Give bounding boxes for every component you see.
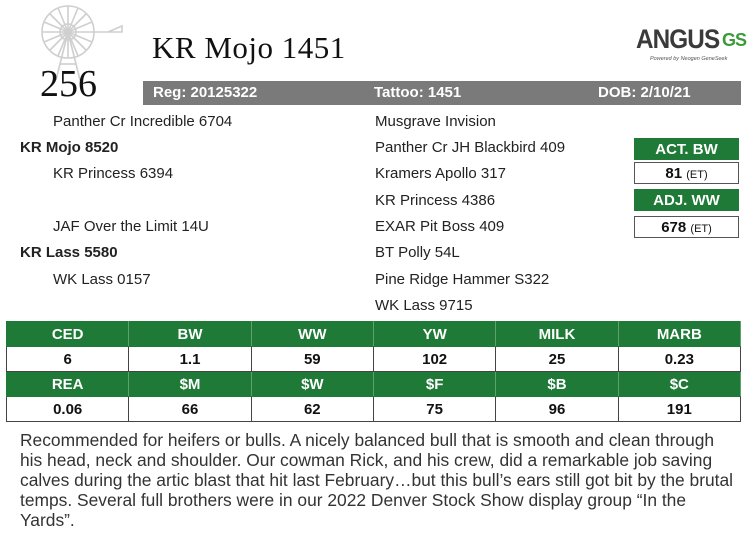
epd-header: CED bbox=[5, 321, 130, 347]
epd-header: $C bbox=[617, 371, 742, 397]
pedigree-ancestor: KR Princess 4386 bbox=[375, 192, 496, 209]
logo-brand: ANGUS bbox=[636, 24, 720, 54]
registration-bar: Reg: 20125322 Tattoo: 1451 DOB: 2/10/21 bbox=[143, 81, 741, 105]
pedigree-dam: KR Lass 5580 bbox=[20, 244, 118, 261]
epd-value: 0.06 bbox=[5, 396, 130, 422]
epd-table: CED BW WW YW MILK MARB 6 1.1 59 102 25 0… bbox=[5, 321, 742, 422]
pedigree-dam-dam: WK Lass 0157 bbox=[53, 271, 151, 288]
epd-header: MILK bbox=[495, 321, 619, 347]
bull-name: KR Mojo 1451 bbox=[152, 30, 346, 65]
epd-header: $M bbox=[128, 371, 252, 397]
act-bw-note: (ET) bbox=[686, 169, 708, 181]
pedigree-ancestor: EXAR Pit Boss 409 bbox=[375, 218, 505, 235]
epd-value: 66 bbox=[128, 396, 252, 422]
epd-value: 0.23 bbox=[617, 346, 742, 372]
epd-value: 59 bbox=[250, 346, 374, 372]
bull-description: Recommended for heifers or bulls. A nice… bbox=[20, 430, 734, 530]
pedigree-sire-dam: KR Princess 6394 bbox=[53, 165, 174, 182]
pedigree-sire-sire: Panther Cr Incredible 6704 bbox=[53, 113, 233, 130]
epd-value: 102 bbox=[372, 346, 497, 372]
epd-value: 191 bbox=[617, 396, 742, 422]
act-bw-label: ACT. BW bbox=[634, 138, 739, 160]
pedigree-ancestor: Kramers Apollo 317 bbox=[375, 165, 506, 182]
epd-header: BW bbox=[128, 321, 252, 347]
pedigree-ancestor: BT Polly 54L bbox=[375, 244, 460, 261]
epd-value: 6 bbox=[5, 346, 130, 372]
epd-value: 1.1 bbox=[128, 346, 252, 372]
dob: DOB: 2/10/21 bbox=[598, 84, 691, 101]
epd-header: $F bbox=[372, 371, 497, 397]
windmill-icon bbox=[41, 5, 123, 81]
epd-header-row: REA $M $W $F $B $C bbox=[5, 371, 742, 397]
pedigree-sire: KR Mojo 8520 bbox=[20, 139, 119, 156]
adj-ww-label: ADJ. WW bbox=[634, 189, 739, 211]
act-bw-number: 81 bbox=[665, 165, 683, 182]
epd-header: MARB bbox=[617, 321, 742, 347]
act-bw-value: 81 (ET) bbox=[634, 162, 739, 184]
epd-header-row: CED BW WW YW MILK MARB bbox=[5, 321, 742, 347]
logo-suffix: GS bbox=[722, 30, 747, 50]
adj-ww-note: (ET) bbox=[690, 223, 712, 235]
adj-ww-value: 678 (ET) bbox=[634, 216, 739, 238]
epd-header: REA bbox=[5, 371, 130, 397]
pedigree-ancestor: Musgrave Invision bbox=[375, 113, 496, 130]
tattoo: Tattoo: 1451 bbox=[374, 84, 462, 101]
angus-gs-logo: ANGUS GS Powered by Neogen GeneSeek bbox=[636, 24, 747, 68]
epd-value-row: 0.06 66 62 75 96 191 bbox=[5, 396, 742, 422]
epd-value: 75 bbox=[372, 396, 497, 422]
epd-header: YW bbox=[372, 321, 497, 347]
pedigree-ancestor: Panther Cr JH Blackbird 409 bbox=[375, 139, 566, 156]
pedigree-ancestor: Pine Ridge Hammer S322 bbox=[375, 271, 550, 288]
epd-value-row: 6 1.1 59 102 25 0.23 bbox=[5, 346, 742, 372]
pedigree-dam-sire: JAF Over the Limit 14U bbox=[53, 218, 209, 235]
epd-header: $W bbox=[250, 371, 374, 397]
reg-number: Reg: 20125322 bbox=[153, 84, 258, 101]
epd-header: WW bbox=[250, 321, 374, 347]
pedigree-ancestor: WK Lass 9715 bbox=[375, 297, 473, 314]
logo-tagline: Powered by Neogen GeneSeek bbox=[650, 56, 728, 62]
epd-value: 62 bbox=[250, 396, 374, 422]
epd-header: $B bbox=[495, 371, 619, 397]
epd-value: 96 bbox=[495, 396, 619, 422]
adj-ww-number: 678 bbox=[661, 219, 687, 236]
epd-value: 25 bbox=[495, 346, 619, 372]
lot-number: 256 bbox=[40, 63, 97, 105]
